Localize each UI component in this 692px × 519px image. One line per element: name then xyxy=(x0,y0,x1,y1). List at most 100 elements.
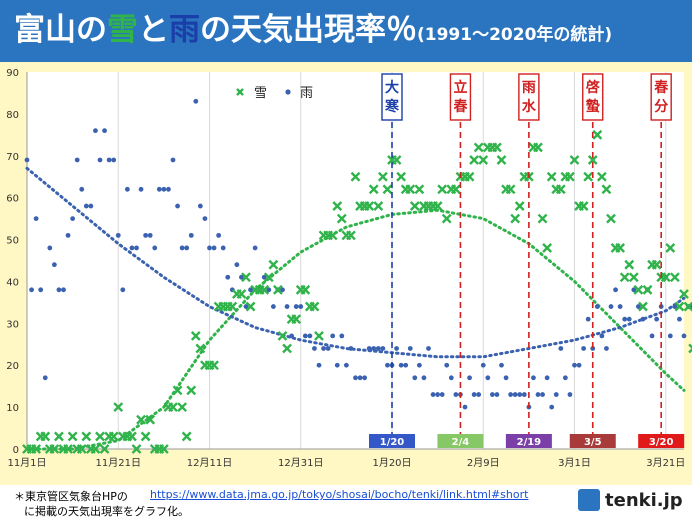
rain-point xyxy=(312,346,317,351)
rain-point xyxy=(562,375,568,381)
snow-point xyxy=(405,184,416,195)
rain-point xyxy=(51,262,57,268)
snow-point xyxy=(268,259,279,270)
rain-point xyxy=(448,375,454,381)
solar-term-date: 1/20 xyxy=(380,437,405,448)
legend: 雪雨 xyxy=(236,86,313,101)
rain-point xyxy=(622,316,628,322)
snow-point xyxy=(382,184,393,195)
rain-point xyxy=(88,203,94,209)
rain-point xyxy=(147,232,153,238)
rain-point xyxy=(613,287,618,293)
logo-text: tenki.jp xyxy=(605,490,683,511)
snow-point xyxy=(332,201,343,211)
solar-term-char: 分 xyxy=(654,99,668,115)
rain-point xyxy=(416,362,422,368)
snow-point xyxy=(300,284,311,295)
snow-point xyxy=(131,444,142,454)
rain-point xyxy=(426,346,431,351)
rain-point xyxy=(667,333,673,339)
snow-point xyxy=(90,444,101,454)
snow-point xyxy=(67,431,78,442)
snow-point xyxy=(514,201,525,211)
snow-point xyxy=(291,314,302,325)
footer: ＊東京管区気象台HPの https://www.data.jma.go.jp/t… xyxy=(0,485,692,519)
rain-point xyxy=(403,362,409,368)
rain-point xyxy=(617,304,623,309)
snow-point xyxy=(63,444,73,454)
rain-point xyxy=(161,186,167,192)
rain-point xyxy=(239,274,244,280)
scatter-chart: 11月1日 11月21日 12月11日 12月31日 1月20日 2月9日 3月1日 3月21… xyxy=(6,68,692,469)
rain-point xyxy=(508,392,514,397)
solar-term-date: 3/5 xyxy=(584,437,602,448)
solar-term-label: 啓蟄 xyxy=(582,73,604,121)
snow-point xyxy=(606,213,616,224)
x-tick-label: 11月1日 xyxy=(7,457,46,469)
rain-point xyxy=(207,245,212,251)
solar-term-label: 雨水 xyxy=(518,73,540,121)
snow-point xyxy=(177,402,188,413)
snow-point xyxy=(108,431,119,442)
rain-point xyxy=(640,316,646,322)
rain-point xyxy=(462,404,468,410)
rain-point xyxy=(156,186,162,192)
rain-point xyxy=(184,245,190,251)
rain-point xyxy=(38,287,44,293)
snow-point xyxy=(377,171,388,182)
rain-point xyxy=(572,362,577,368)
snow-point xyxy=(158,444,169,454)
rain-point xyxy=(348,346,354,351)
rain-point xyxy=(444,362,450,368)
snow-point xyxy=(533,142,543,153)
rain-point xyxy=(385,362,390,368)
rain-point xyxy=(576,362,582,368)
snow-point xyxy=(277,331,288,341)
snow-point xyxy=(245,301,256,312)
rain-point xyxy=(681,333,687,339)
snow-point xyxy=(373,201,384,211)
snow-point xyxy=(450,184,461,195)
rain-point xyxy=(47,245,53,251)
x-tick-label: 3月1日 xyxy=(558,457,591,469)
snow-point xyxy=(31,444,42,454)
rain-point xyxy=(553,392,559,397)
rain-point xyxy=(626,316,632,322)
snow-point xyxy=(195,343,206,354)
rain-point xyxy=(65,232,71,238)
y-tick-label: 40 xyxy=(6,277,19,288)
solar-term-date-box xyxy=(437,434,484,448)
rain-point xyxy=(24,157,30,163)
snow-point xyxy=(336,213,347,224)
snow-point xyxy=(473,142,484,153)
rain-point xyxy=(120,287,126,293)
snow-point xyxy=(236,289,247,299)
rain-point xyxy=(270,304,276,309)
rain-point xyxy=(70,216,76,222)
rain-point xyxy=(567,392,573,397)
title-part2: と xyxy=(138,12,169,48)
rain-point xyxy=(298,304,304,309)
rain-point xyxy=(261,274,267,280)
rain-point xyxy=(106,157,112,163)
rain-point xyxy=(631,287,637,293)
snow-point xyxy=(583,171,594,182)
y-tick-label: 50 xyxy=(6,236,19,247)
solar-term-date-box xyxy=(569,434,616,448)
snow-point xyxy=(496,155,507,165)
y-tick-label: 60 xyxy=(6,194,19,205)
rain-point xyxy=(284,304,290,309)
snow-point xyxy=(273,284,283,295)
rain-point xyxy=(83,203,89,209)
snow-point xyxy=(396,171,407,182)
snow-point xyxy=(40,431,51,442)
snow-point xyxy=(441,213,452,224)
snow-point xyxy=(282,343,292,354)
rain-point xyxy=(266,287,272,293)
source-link[interactable]: https://www.data.jma.go.jp/tokyo/shosai/… xyxy=(150,488,529,501)
rain-point xyxy=(248,287,253,293)
snow-point xyxy=(437,184,448,195)
rain-point xyxy=(321,346,326,351)
rain-point xyxy=(635,304,641,309)
rain-point xyxy=(608,304,614,309)
